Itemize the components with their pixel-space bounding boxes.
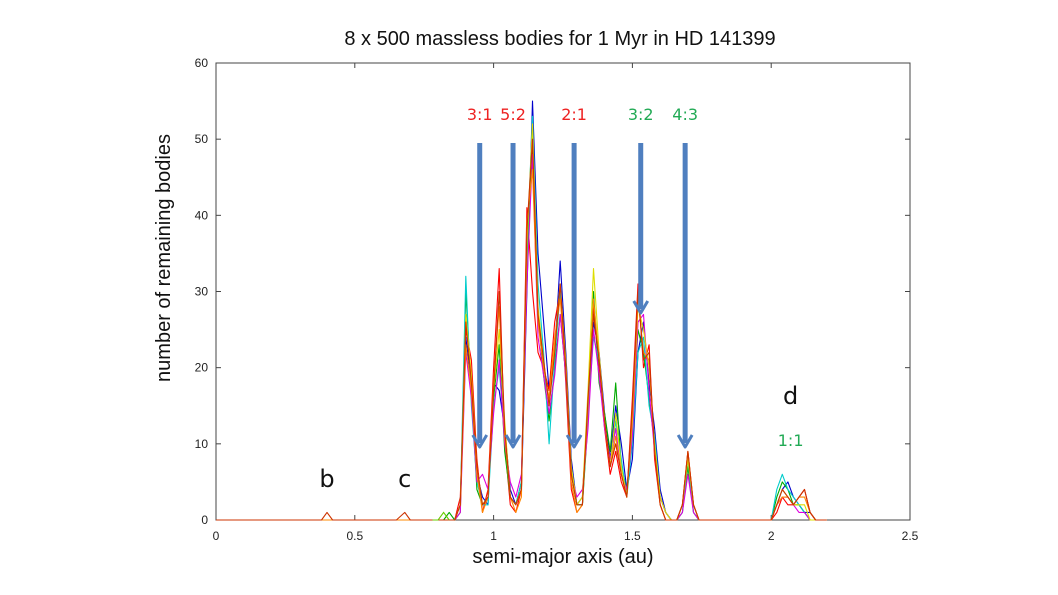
y-tick-label: 40	[195, 208, 209, 222]
x-tick-label: 2	[768, 529, 775, 543]
series-line-8	[216, 138, 827, 521]
plot-frame	[215, 62, 911, 521]
resonance-label: 5:2	[500, 105, 526, 124]
y-tick-label: 30	[195, 285, 209, 299]
resonance-arrow-head	[471, 434, 489, 449]
y-tick-label: 60	[195, 56, 209, 70]
y-tick-label: 0	[201, 513, 208, 527]
x-tick-label: 0	[213, 529, 220, 543]
annotations: 3:1 5:2 2:1 3:2 4:3 b c d 1:1	[319, 105, 803, 493]
chart-title: 8 x 500 massless bodies for 1 Myr in HD …	[344, 28, 775, 50]
resonance-label: 3:2	[628, 105, 654, 124]
coorbital-label: 1:1	[778, 431, 804, 450]
extra-series-line-1	[432, 511, 450, 521]
resonance-label: 2:1	[561, 105, 587, 124]
planet-label: d	[783, 382, 798, 410]
y-tick-label: 10	[195, 437, 209, 451]
planet-label: b	[319, 465, 334, 493]
x-axis-label: semi-major axis (au)	[472, 546, 653, 568]
resonance-arrow-head	[565, 434, 583, 449]
x-tick-label: 0.5	[346, 529, 363, 543]
y-axis-label: number of remaining bodies	[153, 134, 175, 382]
axis-ticks: 0 0.5 1 1.5 2 2.5 0 10 20 30 40 50 60	[195, 56, 919, 543]
series-line-5	[216, 153, 827, 521]
x-tick-label: 1.5	[624, 529, 641, 543]
x-tick-label: 2.5	[902, 529, 919, 543]
resonance-label: 4:3	[672, 105, 698, 124]
planet-label: c	[398, 465, 411, 493]
resonance-label: 3:1	[467, 105, 493, 124]
series-lines	[216, 100, 827, 521]
resonance-arrow-head	[504, 434, 522, 449]
resonance-arrow-head	[632, 300, 650, 315]
resonance-arrow-head	[676, 434, 694, 449]
y-tick-label: 50	[195, 132, 209, 146]
x-tick-label: 1	[490, 529, 497, 543]
y-tick-label: 20	[195, 361, 209, 375]
